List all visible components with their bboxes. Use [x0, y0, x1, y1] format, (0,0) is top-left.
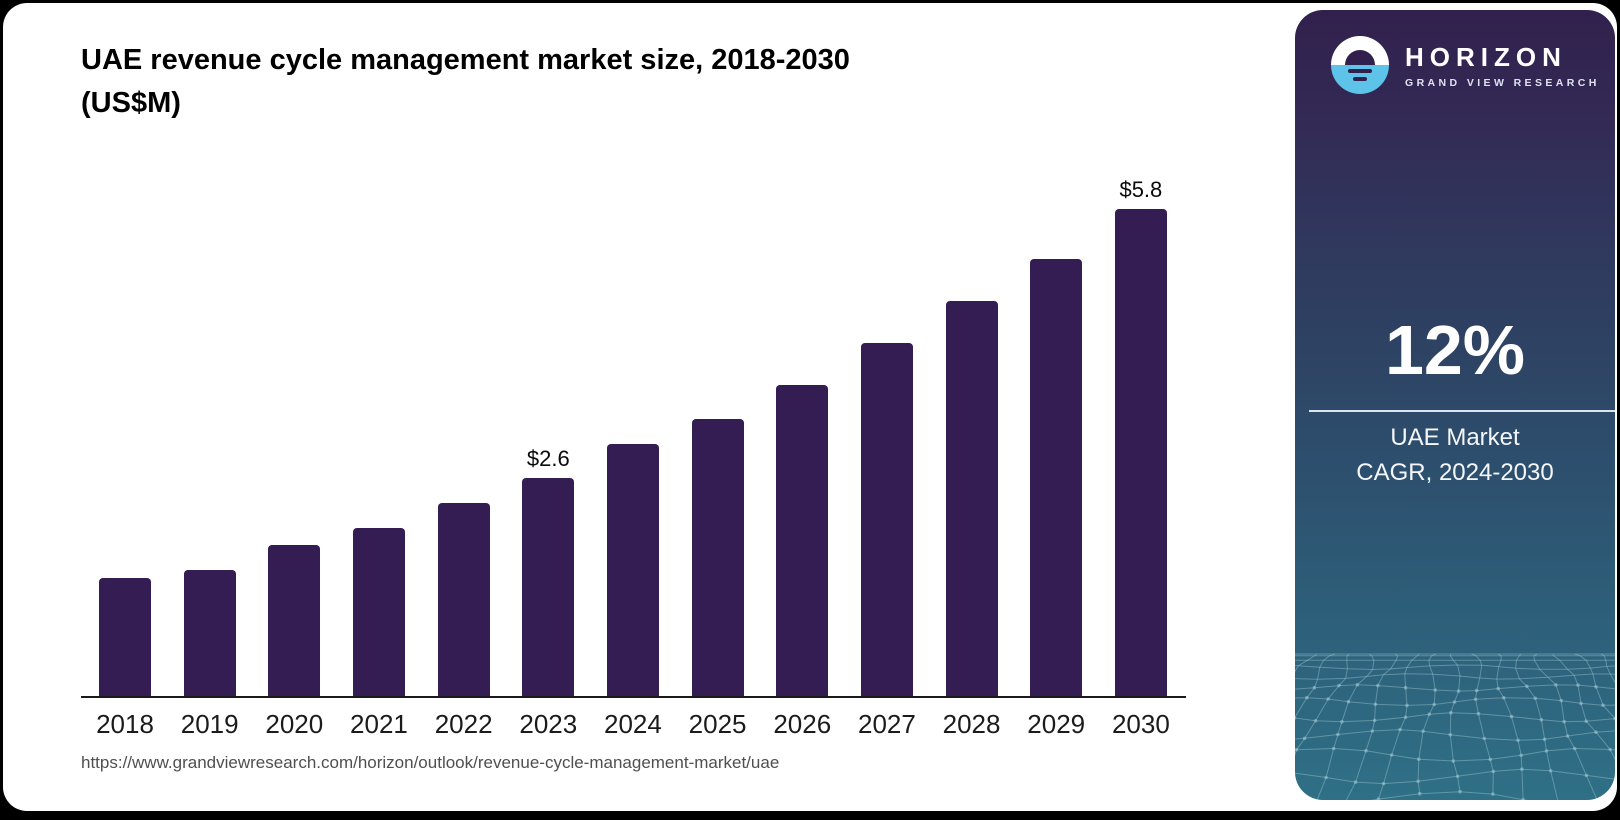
bar-2024 — [606, 444, 659, 696]
brand-panel: HORIZON GRAND VIEW RESEARCH 12% UAE Mark… — [1295, 10, 1615, 800]
bar-2019 — [183, 570, 236, 696]
cagr-caption: UAE Market CAGR, 2024-2030 — [1295, 420, 1615, 490]
x-axis-labels: 2018 2019 2020 2021 2022 2023 2024 2025 2026 2027… — [96, 709, 1170, 740]
bar-2027 — [860, 343, 913, 696]
brand-header: HORIZON GRAND VIEW RESEARCH — [1331, 36, 1600, 94]
brand-tagline: GRAND VIEW RESEARCH — [1405, 76, 1600, 89]
cagr-value: 12% — [1384, 311, 1526, 389]
chart-title-line2: (US$M) — [81, 87, 181, 119]
bar-2021 — [352, 528, 405, 696]
logo-reflection-line — [1353, 77, 1367, 81]
brand-name: HORIZON — [1405, 41, 1567, 72]
x-axis-line — [81, 696, 1186, 698]
x-axis-label-2025: 2025 — [688, 709, 747, 739]
x-axis-label-2024: 2024 — [604, 709, 662, 739]
wireframe-mesh-pattern — [1295, 653, 1615, 800]
x-axis-label-2021: 2021 — [350, 709, 408, 739]
bar-2030: $5.8 — [1114, 177, 1167, 696]
bar-value-label-2030: $5.8 — [1119, 176, 1163, 202]
bar-2020 — [268, 544, 321, 696]
chart-card: UAE revenue cycle management market size… — [3, 3, 1617, 811]
logo-reflection-line — [1348, 69, 1372, 73]
bar-2028 — [945, 301, 998, 696]
x-axis-label-2023: 2023 — [519, 709, 578, 739]
source-url: https://www.grandviewresearch.com/horizo… — [81, 753, 780, 772]
chart-title-line1: UAE revenue cycle management market size… — [81, 44, 850, 76]
cagr-caption-line2: CAGR, 2024-2030 — [1356, 459, 1554, 486]
x-axis-label-2022: 2022 — [434, 709, 493, 739]
x-axis-label-2029: 2029 — [1027, 709, 1086, 739]
x-axis-label-2018: 2018 — [96, 709, 154, 739]
x-axis-label-2026: 2026 — [773, 709, 832, 739]
x-axis-label-2027: 2027 — [857, 709, 916, 739]
chart-title: UAE revenue cycle management market size… — [81, 39, 850, 125]
stat-divider — [1309, 410, 1615, 412]
x-axis-label-2030: 2030 — [1111, 709, 1170, 739]
bar-2018 — [99, 578, 151, 696]
cagr-caption-line1: UAE Market — [1390, 424, 1520, 451]
x-axis-label-2019: 2019 — [180, 709, 239, 739]
x-axis-label-2020: 2020 — [265, 709, 324, 739]
logo-sun-dome — [1345, 50, 1375, 65]
bar-2022 — [437, 502, 490, 696]
horizon-sun-logo-icon — [1331, 36, 1389, 94]
x-axis-label-2028: 2028 — [942, 709, 1001, 739]
bar-2029 — [1030, 259, 1083, 696]
bar-2025 — [691, 418, 744, 696]
brand-text: HORIZON GRAND VIEW RESEARCH — [1405, 42, 1600, 89]
bar-2023: $2.6 — [522, 446, 575, 696]
bar-2026 — [776, 385, 829, 696]
bars: $2.6 $5.8 — [99, 163, 1167, 696]
bar-value-label-2023: $2.6 — [526, 445, 570, 471]
